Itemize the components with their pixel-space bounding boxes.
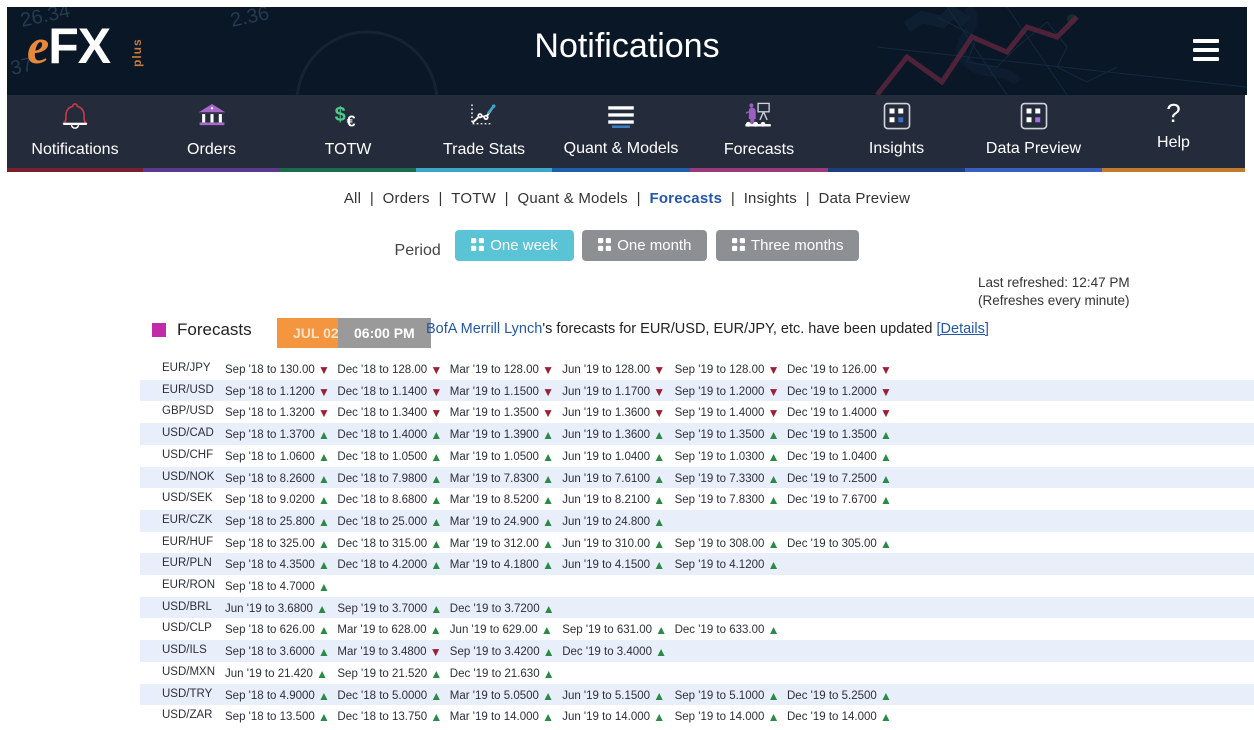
svg-text:€: € bbox=[347, 113, 356, 130]
svg-text:$: $ bbox=[335, 104, 346, 126]
